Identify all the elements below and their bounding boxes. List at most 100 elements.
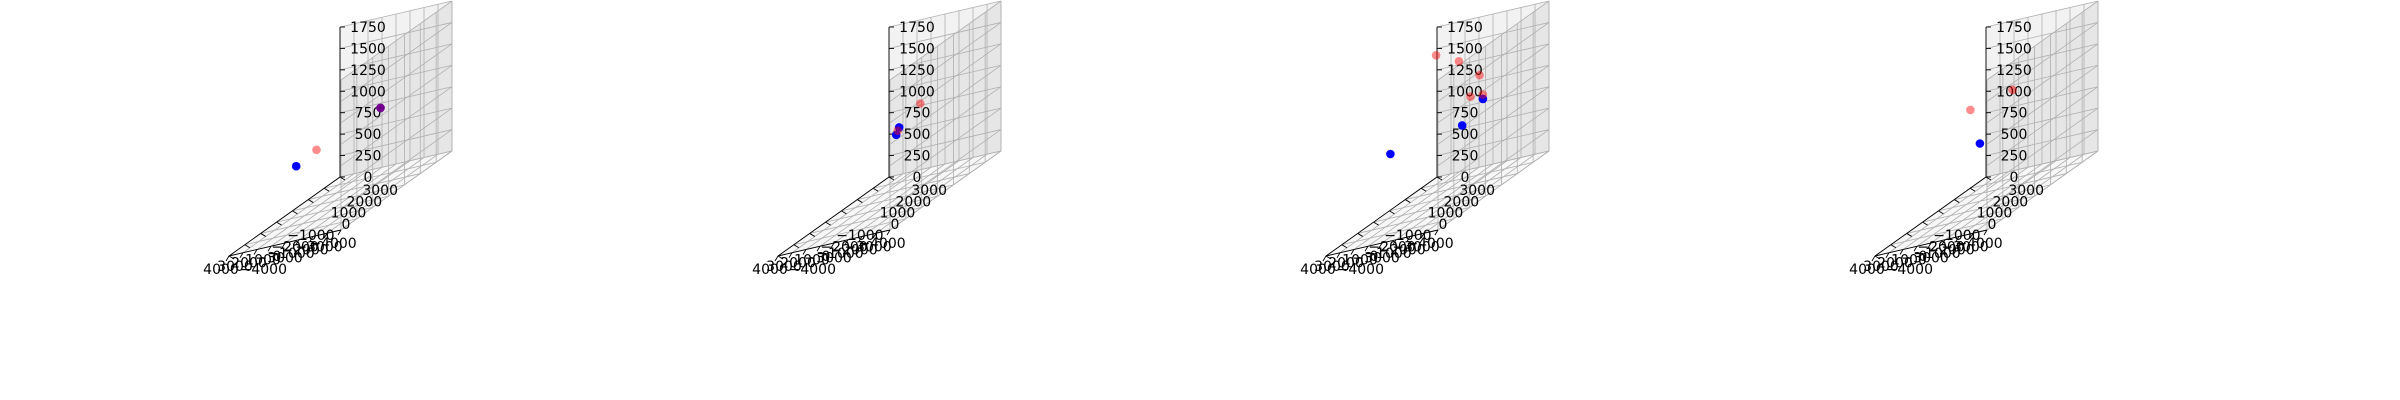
gridline-y-floor — [793, 218, 906, 246]
y-tick — [1373, 221, 1379, 226]
gridline-y-floor — [1341, 218, 1454, 246]
y-tick-label: 2000 — [896, 194, 932, 210]
gridline-x-floor — [1395, 160, 1508, 241]
gridline-x-floor — [1972, 153, 2085, 234]
gridline-x-floor — [861, 157, 974, 237]
z-tick-label: 500 — [1452, 127, 1479, 143]
gridline-z-wall-b — [888, 0, 1002, 28]
x-tick-label: −3000 — [295, 239, 342, 255]
x-tick-label: −3000 — [1392, 239, 1439, 255]
y-tick — [228, 255, 235, 260]
x-tick — [788, 252, 793, 258]
gridline-z-wall-b — [1436, 107, 1550, 135]
gridline-x-floor — [1902, 170, 2015, 250]
gridline-x-floor — [847, 160, 960, 241]
gridline-z-wall-a — [889, 150, 1002, 231]
gridline-z-wall-a — [1437, 86, 1550, 167]
gridline-x-floor — [1944, 160, 2057, 241]
x-tick-label: −2000 — [830, 243, 877, 259]
gridline-x-floor — [1367, 166, 1480, 247]
y-tick — [1906, 233, 1912, 237]
x-tick — [1350, 249, 1355, 255]
scatter-point — [1966, 105, 1975, 115]
gridline-z-wall-b — [888, 86, 1002, 114]
gridline-z-wall-a — [1437, 107, 1550, 188]
x-tick — [1941, 239, 1946, 245]
x-tick-label: 4000 — [752, 262, 788, 278]
y-tick — [1389, 210, 1395, 215]
gridline-z-wall-a — [889, 107, 1002, 188]
gridline-x-floor — [1423, 153, 1536, 234]
gridline-y-floor — [1405, 173, 1518, 200]
y-tick — [1954, 199, 1960, 203]
x-tick-label: −4000 — [1955, 236, 2002, 252]
x-tick-label: 2000 — [1877, 256, 1913, 272]
x-tick — [281, 242, 286, 249]
gridline-z-wall-a — [340, 129, 453, 209]
y-tick — [292, 210, 298, 215]
z-tick-label: 250 — [355, 149, 382, 165]
y-tick — [308, 199, 314, 203]
y-tick — [809, 233, 815, 237]
x-tick — [1885, 252, 1890, 258]
scatter-point — [891, 130, 901, 140]
gridline-z-wall-a — [340, 64, 453, 145]
x-tick-label: −2000 — [281, 243, 328, 259]
x-tick-label: 4000 — [1300, 262, 1336, 278]
y-tick-label: −1000 — [1384, 228, 1431, 244]
gridline-x-floor — [819, 166, 932, 247]
scatter-point — [1431, 51, 1441, 60]
x-tick — [1322, 255, 1327, 262]
gridline-z-wall-a — [1437, 150, 1550, 231]
gridline-y-floor — [1421, 161, 1534, 189]
x-tick — [1969, 233, 1974, 239]
scatter-point — [1478, 90, 1488, 99]
z-tick-label: 250 — [904, 149, 931, 165]
y-tick-label: 3000 — [362, 183, 398, 199]
y-tick — [1922, 221, 1928, 226]
z-tick-label: 0 — [1461, 170, 1470, 186]
gridline-y-floor — [292, 184, 405, 212]
x-tick — [1336, 252, 1341, 258]
gridline-z-wall-b — [888, 64, 1002, 92]
z-tick-label: 1750 — [899, 20, 935, 36]
scatter-point — [916, 99, 925, 108]
x-tick — [1420, 233, 1425, 239]
x-tick — [253, 249, 258, 255]
x-tick — [1871, 255, 1876, 262]
y-tick — [1405, 199, 1411, 203]
z-tick-label: 1750 — [1447, 20, 1483, 36]
x-tick — [858, 236, 863, 242]
gridline-z-wall-a — [1437, 64, 1550, 145]
x-tick-label: −1000 — [1364, 246, 1411, 262]
x-tick-label: 1000 — [1342, 252, 1378, 268]
scatter-point — [1475, 70, 1484, 80]
z-tick-label: 0 — [2010, 170, 2019, 186]
x-tick-label: −4000 — [309, 236, 356, 252]
x-tick-label: −1000 — [267, 246, 314, 262]
gridline-z-wall-b — [339, 129, 453, 156]
gridline-z-wall-a — [1986, 64, 2099, 145]
y-tick-label: −4000 — [240, 262, 287, 278]
x-tick — [1364, 246, 1369, 252]
z-tick-label: 500 — [355, 127, 382, 143]
gridline-x-floor — [1353, 170, 1466, 250]
gridline-z-wall-b — [339, 86, 453, 114]
gridline-x-floor — [1930, 163, 2043, 244]
gridline-x-floor — [242, 173, 355, 254]
gridline-z-wall-a — [340, 86, 453, 167]
y-tick-label: 0 — [1439, 217, 1448, 233]
gridline-x-floor — [805, 170, 918, 250]
gridline-z-wall-a — [1437, 0, 1550, 81]
x-tick-label: 3000 — [1314, 259, 1350, 275]
y-tick-label: 0 — [342, 217, 351, 233]
y-tick — [872, 187, 879, 192]
x-tick-label: 2000 — [1328, 256, 1364, 272]
scatter-point — [376, 103, 385, 113]
scatter-point — [1454, 57, 1464, 66]
gridline-x-floor — [1381, 163, 1494, 244]
z-tick-label: 250 — [1452, 149, 1479, 165]
x-tick — [844, 239, 849, 245]
gridline-z-wall-b — [339, 0, 453, 28]
